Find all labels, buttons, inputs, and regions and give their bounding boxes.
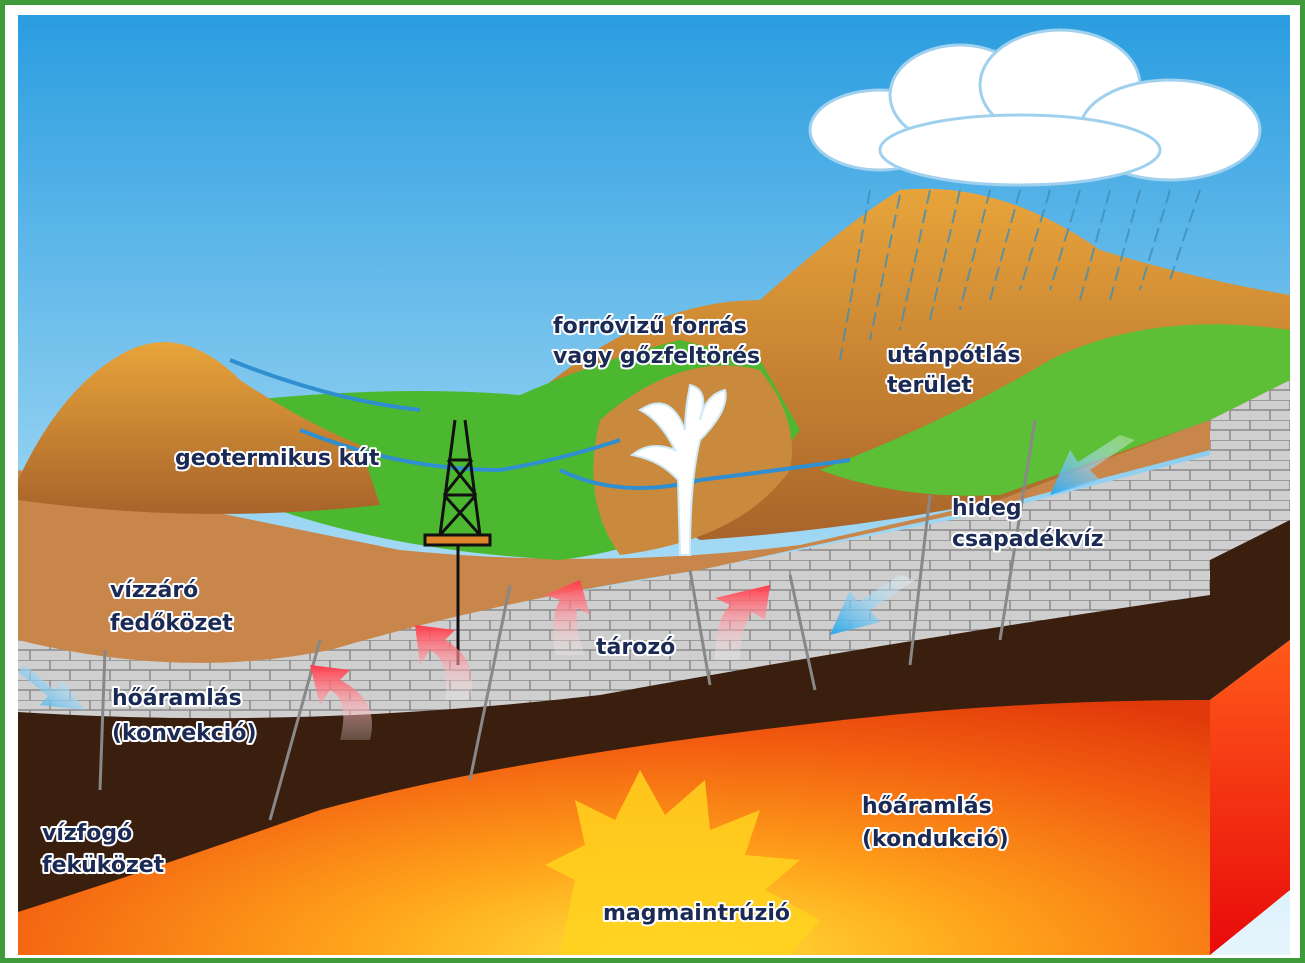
label-spring: vagy gőzfeltörés	[553, 344, 760, 369]
label-bedrock: vízfogó	[42, 821, 132, 846]
label-caprock: fedőközet	[110, 611, 233, 636]
label-well: geotermikus kút	[175, 446, 380, 471]
label-bedrock: feküközet	[42, 853, 165, 878]
label-cold-water: csapadékvíz	[952, 527, 1104, 552]
label-spring: forróvizű forrás	[553, 314, 747, 339]
label-cold-water: hideg	[952, 496, 1022, 521]
label-recharge: terület	[887, 373, 972, 398]
label-convection: (konvekció)	[112, 721, 257, 746]
label-recharge: utánpótlás	[887, 343, 1021, 368]
label-caprock: vízzáró	[110, 578, 198, 603]
diagram: forróvizű forrás vagy gőzfeltörés utánpó…	[0, 0, 1305, 963]
label-conduction: hőáramlás	[862, 794, 992, 819]
label-reservoir: tározó	[596, 635, 675, 660]
label-magma: magmaintrúzió	[603, 901, 790, 926]
label-convection: hőáramlás	[112, 686, 242, 711]
label-conduction: (kondukció)	[862, 827, 1009, 852]
